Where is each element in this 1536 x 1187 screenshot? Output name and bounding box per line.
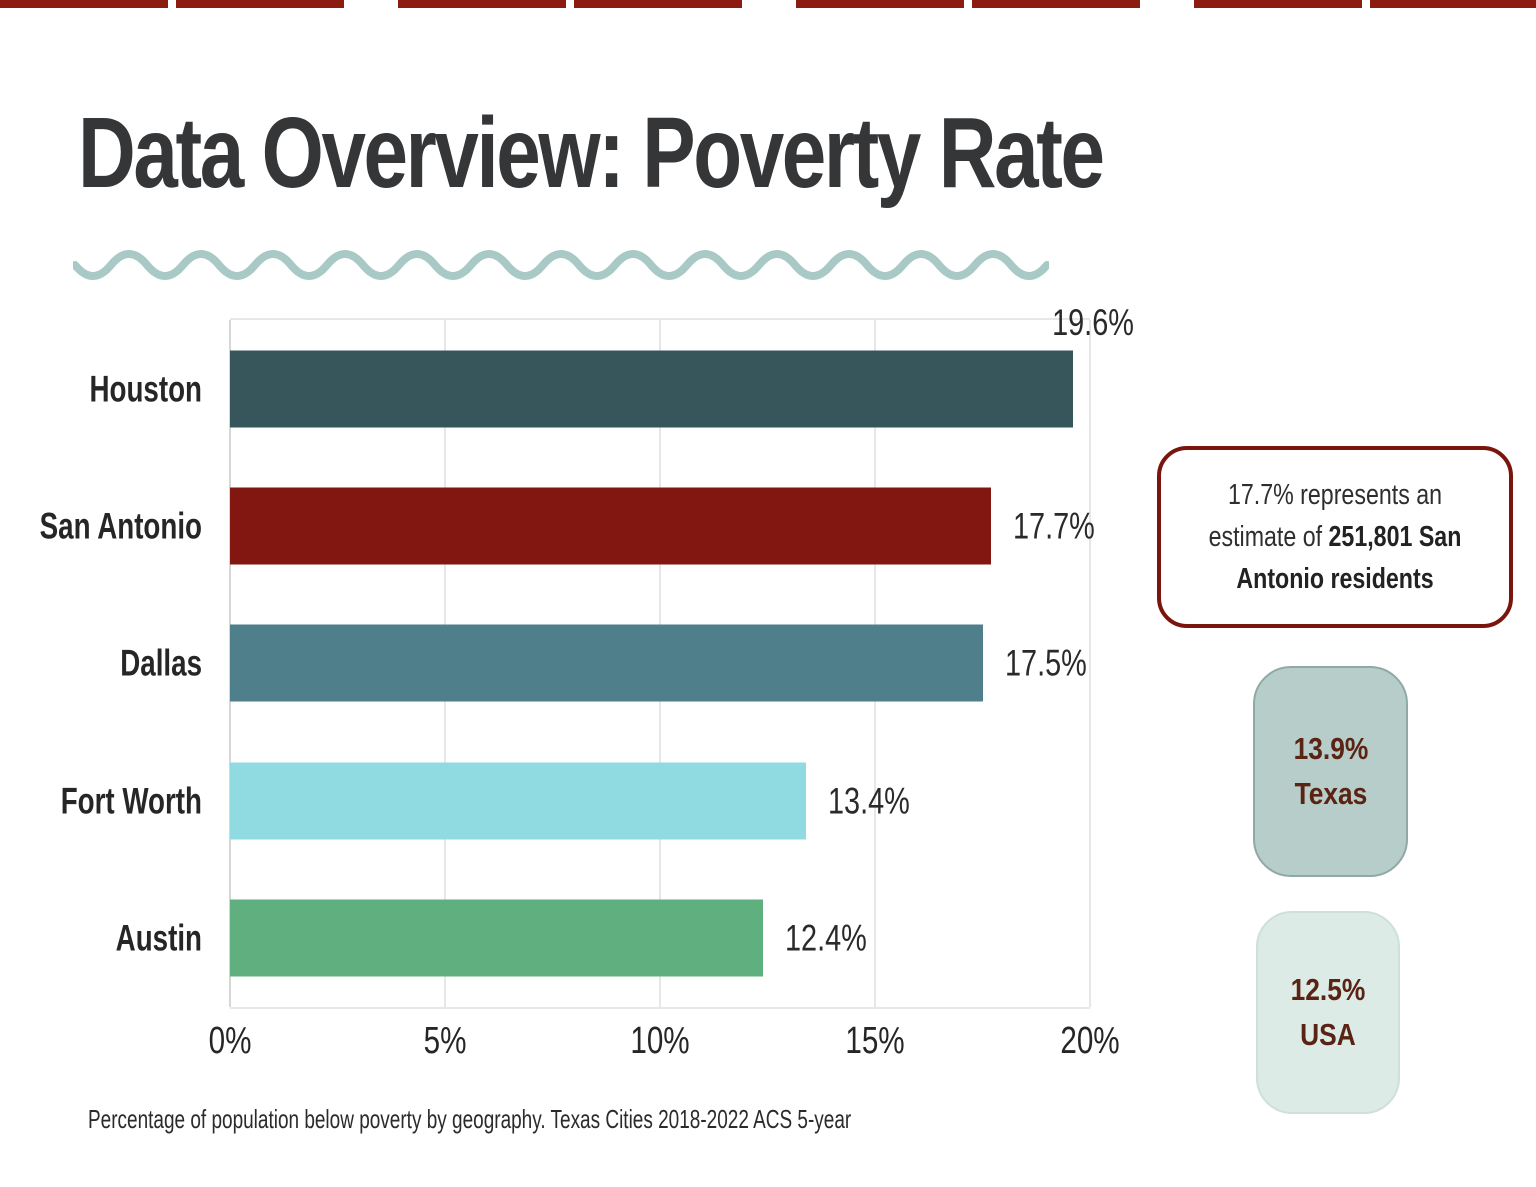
- x-tick-label: 10%: [630, 1020, 690, 1062]
- bar-austin: [230, 899, 764, 977]
- callout-text-normal: 17.7% represents an estimate of: [1208, 478, 1443, 553]
- bar-dallas: [230, 624, 983, 702]
- callout-text-bold: 251,801 San Antonio residents: [1236, 520, 1462, 596]
- texas-value: 13.9%: [1293, 730, 1368, 766]
- category-label: Houston: [89, 368, 202, 410]
- stat-box-texas: 13.9% Texas: [1253, 666, 1408, 877]
- bar-san-antonio: [230, 487, 992, 565]
- category-label: San Antonio: [39, 505, 202, 547]
- category-label: Dallas: [120, 642, 202, 684]
- usa-label: USA: [1300, 1016, 1356, 1052]
- bar-houston: [230, 350, 1073, 428]
- bar-row: Fort Worth 13.4%: [61, 732, 1090, 869]
- category-label: Fort Worth: [60, 780, 202, 822]
- top-border-dashes: [0, 0, 1536, 8]
- stat-box-usa: 12.5% USA: [1256, 911, 1400, 1114]
- gridline: [1089, 320, 1091, 1007]
- stat-box-texas-text: 13.9% Texas: [1293, 727, 1368, 817]
- category-label: Austin: [115, 917, 202, 959]
- callout-box: 17.7% represents an estimate of 251,801 …: [1157, 446, 1513, 628]
- bar-row: San Antonio 17.7%: [40, 457, 1095, 594]
- usa-value: 12.5%: [1290, 971, 1366, 1007]
- callout-text: 17.7% represents an estimate of 251,801 …: [1191, 474, 1479, 600]
- value-label: 13.4%: [828, 780, 911, 822]
- bar-fort-worth: [230, 762, 807, 840]
- plot-area: Houston 19.6% San Antonio 17.7% Dallas 17.5% F…: [40, 304, 1134, 1009]
- x-tick-label: 20%: [1060, 1020, 1120, 1062]
- value-label: 17.7%: [1013, 505, 1095, 547]
- bar-row: Houston 19.6%: [89, 304, 1134, 457]
- value-label: 19.6%: [1051, 302, 1134, 343]
- value-label: 17.5%: [1004, 642, 1087, 684]
- x-tick-label: 0%: [208, 1020, 252, 1062]
- x-tick-label: 15%: [845, 1020, 905, 1062]
- footnote: Percentage of population below poverty b…: [88, 1104, 852, 1134]
- bar-row: Austin 12.4%: [116, 870, 1090, 1007]
- value-label: 12.4%: [785, 917, 868, 959]
- wave-divider: [73, 250, 1049, 280]
- page-title: Data Overview: Poverty Rate: [78, 97, 1105, 209]
- x-axis: 0% 5% 10% 15% 20%: [209, 1020, 1120, 1072]
- bar-row: Dallas 17.5%: [120, 595, 1090, 732]
- stat-box-usa-text: 12.5% USA: [1291, 968, 1366, 1058]
- x-tick-label: 5%: [423, 1020, 467, 1062]
- texas-label: Texas: [1294, 775, 1367, 811]
